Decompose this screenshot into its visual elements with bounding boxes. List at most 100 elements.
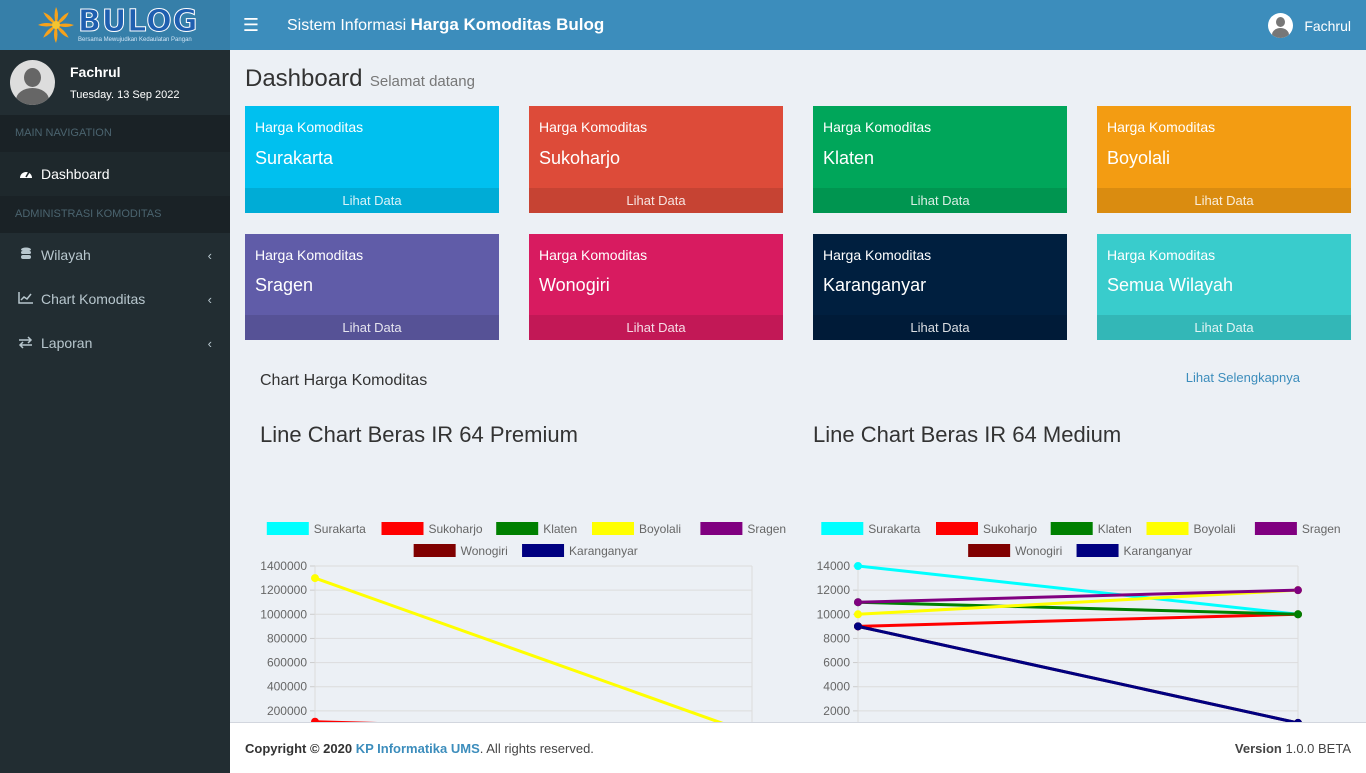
view-data-link[interactable]: Lihat Data <box>245 315 499 340</box>
y-tick-label: 400000 <box>267 680 307 694</box>
legend-swatch[interactable] <box>700 522 742 535</box>
org-link[interactable]: KP Informatika UMS <box>356 741 480 756</box>
info-box-sukoharjo: Harga Komoditas Sukoharjo Lihat Data <box>529 106 783 213</box>
view-data-link[interactable]: Lihat Data <box>245 188 499 213</box>
info-box-label: Harga Komoditas <box>539 247 773 263</box>
chart-panel-title: Chart Harga Komoditas <box>260 372 427 390</box>
legend-label: Surakarta <box>868 522 920 536</box>
sidebar-item-label: Laporan <box>41 335 92 351</box>
info-box-semua-wilayah: Harga Komoditas Semua Wilayah Lihat Data <box>1097 234 1351 340</box>
info-box-label: Harga Komoditas <box>255 119 489 135</box>
logo[interactable]: BULOG Bersama Mewujudkan Kedaulatan Pang… <box>0 0 230 50</box>
user-menu[interactable]: Fachrul <box>1268 13 1351 38</box>
logo-text: BULOG <box>78 7 198 37</box>
legend-swatch[interactable] <box>522 544 564 557</box>
view-data-link[interactable]: Lihat Data <box>1097 315 1351 340</box>
view-data-link[interactable]: Lihat Data <box>529 188 783 213</box>
page-subtitle: Selamat datang <box>370 73 475 90</box>
legend-label: Sragen <box>747 522 786 536</box>
user-panel: Fachrul Tuesday. 13 Sep 2022 <box>0 50 230 115</box>
data-point[interactable] <box>855 623 862 630</box>
data-point[interactable] <box>312 575 319 582</box>
see-more-link[interactable]: Lihat Selengkapnya <box>1186 370 1300 385</box>
chevron-left-icon: ‹ <box>208 292 212 307</box>
hamburger-icon[interactable]: ☰ <box>230 15 272 36</box>
info-box-surakarta: Harga Komoditas Surakarta Lihat Data <box>245 106 499 213</box>
info-box-label: Harga Komoditas <box>539 119 773 135</box>
legend-swatch[interactable] <box>496 522 538 535</box>
y-tick-label: 14000 <box>817 559 851 573</box>
view-data-link[interactable]: Lihat Data <box>1097 188 1351 213</box>
chart-title-premium: Line Chart Beras IR 64 Premium <box>260 422 578 448</box>
sidebar-item-wilayah[interactable]: Wilayah ‹ <box>0 233 230 277</box>
data-point[interactable] <box>855 611 862 618</box>
info-box-sragen: Harga Komoditas Sragen Lihat Data <box>245 234 499 340</box>
legend-swatch[interactable] <box>1051 522 1093 535</box>
sidebar-item-label: Dashboard <box>41 166 110 182</box>
top-navbar: ☰ Sistem Informasi Harga Komoditas Bulog… <box>230 0 1366 50</box>
app-title-bold: Harga Komoditas Bulog <box>411 15 605 34</box>
series-line-karanganyar[interactable] <box>858 626 1298 723</box>
chevron-left-icon: ‹ <box>208 336 212 351</box>
view-data-link[interactable]: Lihat Data <box>813 188 1067 213</box>
legend-label: Sragen <box>1302 522 1341 536</box>
series-line-sragen[interactable] <box>858 590 1298 602</box>
legend-label: Wonogiri <box>1015 544 1062 558</box>
sidebar-item-chart-komoditas[interactable]: Chart Komoditas ‹ <box>0 277 230 321</box>
info-box-label: Harga Komoditas <box>1107 119 1341 135</box>
legend-swatch[interactable] <box>592 522 634 535</box>
user-date: Tuesday. 13 Sep 2022 <box>70 89 179 101</box>
legend-swatch[interactable] <box>267 522 309 535</box>
info-box-klaten: Harga Komoditas Klaten Lihat Data <box>813 106 1067 213</box>
info-box-wonogiri: Harga Komoditas Wonogiri Lihat Data <box>529 234 783 340</box>
legend-swatch[interactable] <box>1077 544 1119 557</box>
legend-label: Klaten <box>1098 522 1132 536</box>
legend-label: Sukoharjo <box>429 522 483 536</box>
bulog-logo-icon <box>36 5 76 45</box>
version-label: Version <box>1235 741 1282 756</box>
data-point[interactable] <box>855 563 862 570</box>
data-point[interactable] <box>1295 587 1302 594</box>
data-point[interactable] <box>1295 611 1302 618</box>
sidebar-item-laporan[interactable]: Laporan ‹ <box>0 321 230 365</box>
rights-text: . All rights reserved. <box>480 741 594 756</box>
page-header: Dashboard Selamat datang <box>245 65 475 93</box>
legend-label: Karanganyar <box>569 544 638 558</box>
info-box-label: Harga Komoditas <box>823 119 1057 135</box>
database-icon <box>18 247 33 263</box>
y-tick-label: 200000 <box>267 704 307 718</box>
y-tick-label: 2000 <box>823 704 850 718</box>
legend-swatch[interactable] <box>821 522 863 535</box>
legend-swatch[interactable] <box>1255 522 1297 535</box>
y-tick-label: 8000 <box>823 631 850 645</box>
sidebar-item-dashboard[interactable]: Dashboard <box>0 152 230 196</box>
legend-label: Surakarta <box>314 522 366 536</box>
legend-label: Karanganyar <box>1124 544 1193 558</box>
info-box-city: Wonogiri <box>539 275 773 296</box>
info-box-city: Surakarta <box>255 148 489 169</box>
info-box-city: Boyolali <box>1107 148 1341 169</box>
legend-swatch[interactable] <box>1147 522 1189 535</box>
view-data-link[interactable]: Lihat Data <box>529 315 783 340</box>
version-value: 1.0.0 BETA <box>1285 741 1351 756</box>
legend-swatch[interactable] <box>414 544 456 557</box>
legend-swatch[interactable] <box>936 522 978 535</box>
legend-label: Boyolali <box>639 522 681 536</box>
y-tick-label: 1400000 <box>260 559 307 573</box>
series-line-boyolali[interactable] <box>858 590 1298 614</box>
y-tick-label: 1200000 <box>260 583 307 597</box>
legend-label: Klaten <box>543 522 577 536</box>
nav-header-main: MAIN NAVIGATION <box>0 115 230 152</box>
info-box-city: Karanganyar <box>823 275 1057 296</box>
line-chart-medium: Surakarta Sukoharjo Klaten Boyolali Sragen Wo… <box>798 456 1338 716</box>
info-box-karanganyar: Harga Komoditas Karanganyar Lihat Data <box>813 234 1067 340</box>
dashboard-icon <box>18 167 33 182</box>
chevron-left-icon: ‹ <box>208 248 212 263</box>
sidebar-item-label: Wilayah <box>41 247 91 263</box>
y-tick-label: 12000 <box>817 583 851 597</box>
legend-swatch[interactable] <box>382 522 424 535</box>
data-point[interactable] <box>855 599 862 606</box>
view-data-link[interactable]: Lihat Data <box>813 315 1067 340</box>
legend-swatch[interactable] <box>968 544 1010 557</box>
series-line-sukoharjo[interactable] <box>858 614 1298 626</box>
